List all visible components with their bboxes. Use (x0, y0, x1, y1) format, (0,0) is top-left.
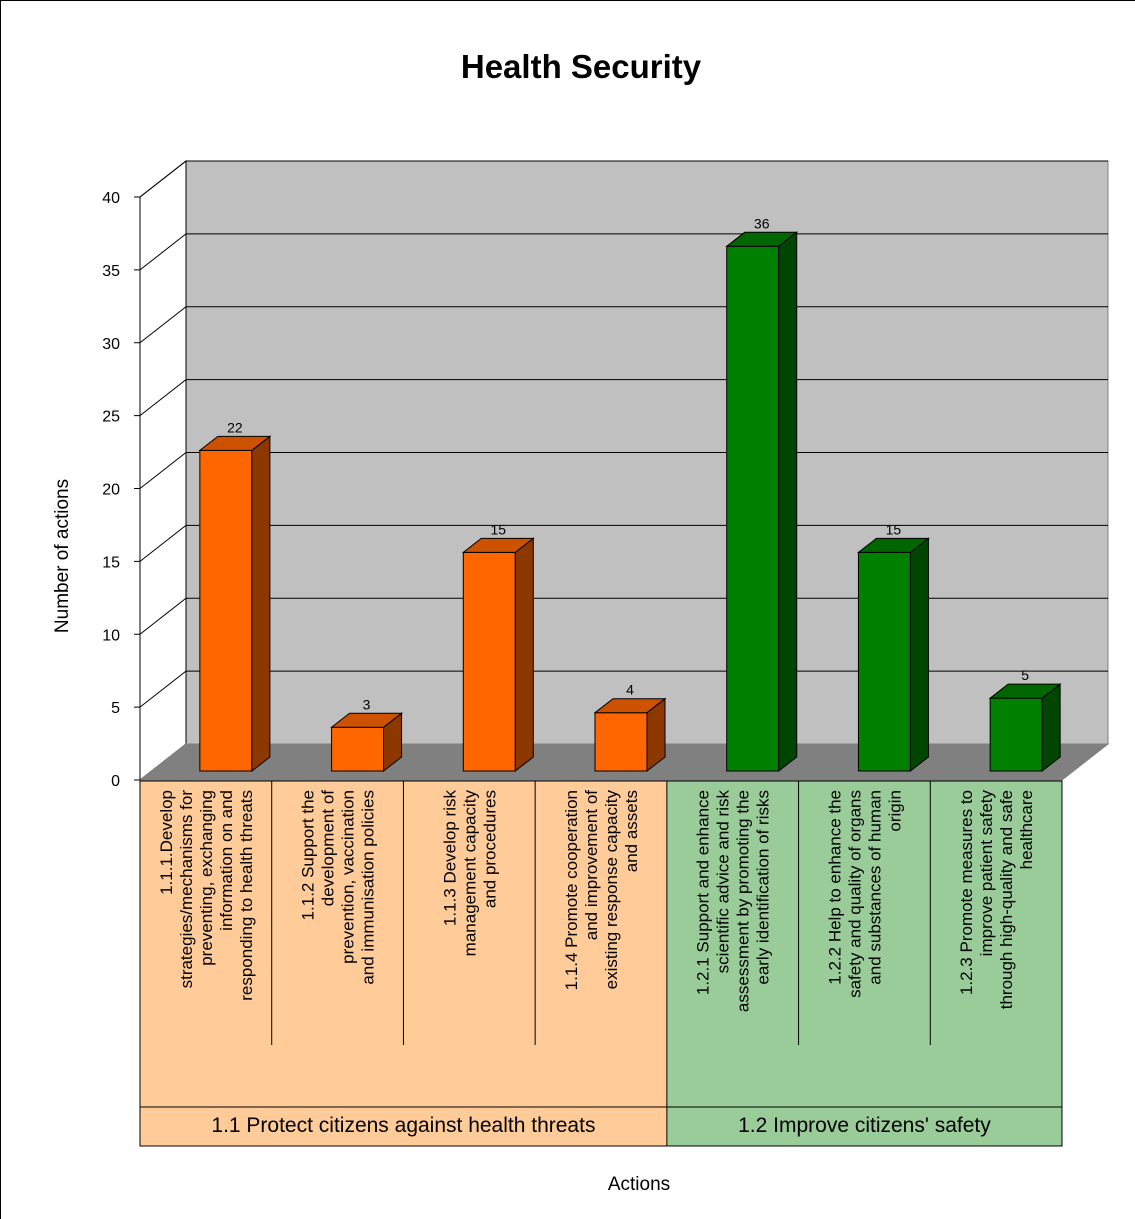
bar-front (726, 245, 780, 772)
bar-front (989, 697, 1043, 772)
bar-value-label: 36 (754, 215, 770, 231)
y-tick-label: 30 (102, 336, 120, 353)
category-label: 1.1.1.Developstrategies/mechanisms forpr… (157, 790, 256, 1001)
y-tick-label: 20 (102, 482, 120, 499)
category-label: 1.1.4 Promote cooperationand improvement… (562, 790, 641, 991)
x-axis-label: Actions (608, 1174, 670, 1195)
category-label: 1.1.2 Support thedevelopment ofpreventio… (299, 790, 378, 985)
bar-front (857, 551, 911, 772)
gridline (139, 452, 1108, 489)
category-label: 1.2.3 Promote measures toimprove patient… (957, 790, 1036, 1010)
bar-top (330, 712, 404, 728)
y-tick-label: 15 (102, 554, 120, 571)
y-tick-label: 5 (111, 700, 120, 717)
y-tick-label: 10 (102, 627, 120, 644)
bar-top (988, 683, 1062, 699)
bar-top (725, 231, 799, 247)
bar-top (461, 537, 535, 553)
bar-side (514, 537, 534, 773)
bar-top (593, 698, 667, 714)
y-tick-label: 40 (102, 190, 120, 207)
category-group-bg (666, 781, 1062, 1146)
category-label: 1.2.1 Support and enhancescientific advi… (694, 790, 773, 1013)
group-label: 1.1 Protect citizens against health thre… (211, 1114, 595, 1137)
gridline (139, 597, 1108, 635)
bar-side (778, 231, 798, 773)
bar-side (1041, 683, 1061, 773)
bar-side (909, 537, 929, 773)
bar-top (198, 435, 272, 451)
bar-front (331, 726, 385, 772)
y-axis-label: Number of actions (52, 479, 73, 633)
y-tick-label: 25 (102, 409, 120, 426)
category-label: 1.2.2 Help to enhance thesafety and qual… (825, 790, 904, 998)
bar-value-label: 4 (626, 682, 634, 698)
chart-title: Health Security (461, 48, 702, 85)
bar-value-label: 15 (490, 521, 506, 537)
gridline (139, 670, 1108, 708)
y-tick-label: 35 (102, 263, 120, 280)
bar-front (199, 449, 253, 772)
gridline (139, 524, 1108, 562)
bar-value-label: 15 (886, 521, 902, 537)
bar-front (462, 551, 516, 772)
bar-value-label: 5 (1021, 667, 1029, 683)
gridline (139, 306, 1108, 344)
category-table-border (139, 780, 1063, 1147)
bar-front (594, 712, 648, 772)
plot-area: 0 5 10 15 20 25 30 35 40 22 3 15 4 36 15 5 1.1 Protect c… (102, 159, 1110, 1147)
y-tick-label: 0 (111, 773, 120, 790)
group-label: 1.2 Improve citizens' safety (738, 1114, 991, 1137)
bar-value-label: 3 (363, 696, 371, 712)
bar-value-label: 22 (227, 419, 243, 435)
bar-side (251, 435, 271, 773)
bar-top (856, 537, 930, 553)
category-label: 1.1.3 Develop riskmanagement capacityand… (440, 790, 499, 957)
gridline (139, 160, 1108, 198)
gridline (139, 233, 1108, 271)
gridline (139, 379, 1108, 417)
